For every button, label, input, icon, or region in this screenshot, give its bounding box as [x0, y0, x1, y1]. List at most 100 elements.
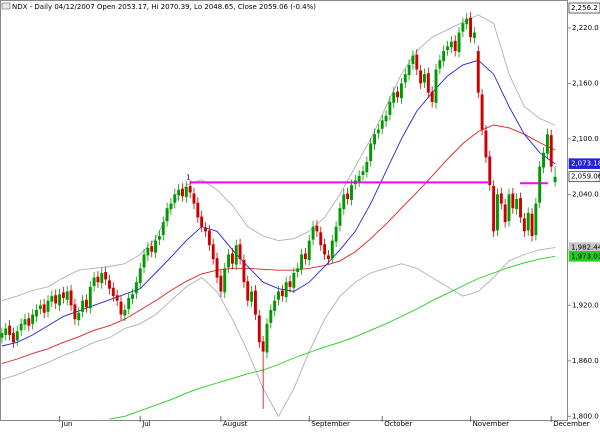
candle-body [277, 291, 280, 300]
candle-body [46, 300, 50, 312]
candle-body [61, 292, 65, 298]
candle-body [376, 129, 380, 134]
candle-body [92, 277, 96, 286]
candle-body [253, 290, 257, 315]
candle-body [269, 309, 273, 323]
candle-body [81, 300, 85, 312]
candle-body [288, 281, 292, 287]
x-tick-label: Jul [141, 420, 151, 428]
candle-body [138, 268, 142, 284]
candle-body [415, 54, 419, 70]
chart-title: NDX - Daily 04/12/2007 Open 2053.17, Hi … [12, 3, 316, 11]
x-tick-label: August [223, 420, 248, 428]
candle-body [273, 300, 277, 311]
candle-body [150, 246, 154, 252]
candle-body [131, 294, 134, 299]
candle-body [453, 40, 457, 52]
candle-body [426, 73, 430, 93]
candle-body [542, 152, 546, 168]
candle-body [430, 91, 434, 102]
candle-body [54, 295, 58, 304]
candle-body [300, 254, 304, 270]
candle-body [42, 304, 46, 313]
candle-body [181, 188, 184, 197]
candle-body [369, 143, 373, 162]
candle-body [407, 64, 411, 76]
candle-body [242, 260, 246, 283]
x-tick-label: Jun [61, 420, 73, 428]
candle-body [173, 194, 177, 203]
price-label: 1,973.03 [571, 252, 600, 260]
candle-body [177, 189, 181, 196]
candle-body [58, 294, 62, 306]
candle-body [449, 41, 453, 48]
candle-body [476, 51, 480, 93]
candle-body [472, 32, 476, 39]
price-label-box [568, 171, 600, 183]
candle-body [384, 115, 388, 122]
candle-body [104, 272, 108, 280]
candle-body [380, 120, 384, 129]
candle-body [361, 171, 365, 175]
marker-label: 1 [186, 173, 190, 181]
candle-body [207, 230, 211, 246]
candle-body [100, 272, 104, 284]
candle-body [27, 318, 31, 326]
candle-body [119, 301, 123, 315]
candle-body [338, 208, 342, 226]
candle-body [346, 193, 350, 199]
y-tick-label: 2,040.0 [572, 190, 599, 198]
candle-body [19, 323, 23, 331]
candle-body [284, 282, 288, 298]
candle-body [35, 309, 38, 317]
candle-body [342, 194, 346, 210]
x-tick-label: November [473, 420, 510, 428]
candle-body [538, 166, 542, 203]
candle-body [250, 291, 254, 302]
candle-body [334, 226, 338, 242]
candle-body [127, 297, 131, 310]
candle-body [365, 161, 369, 173]
candle-body [161, 222, 165, 236]
candle-body [88, 286, 92, 309]
candle-body [192, 193, 196, 204]
candle-body [219, 275, 223, 292]
price-label: 2,059.06 [571, 173, 600, 181]
candle-body [50, 296, 54, 302]
candle-body [15, 331, 19, 341]
candle-body [257, 315, 261, 343]
price-label: 1,982.44 [571, 244, 600, 252]
candle-body [519, 198, 522, 218]
candle-body [280, 290, 284, 297]
candle-body [330, 240, 334, 259]
candle-body [511, 193, 515, 209]
candle-body [108, 280, 111, 289]
candle-body [265, 323, 269, 353]
candle-body [8, 325, 12, 335]
candle-body [307, 240, 311, 261]
candle-body [373, 134, 376, 145]
price-label-box [568, 250, 600, 262]
candle-body [469, 17, 473, 38]
candle-body [196, 202, 200, 218]
candle-body [353, 180, 357, 185]
candle-body [11, 333, 15, 343]
candle-body [188, 186, 192, 193]
candle-body [184, 186, 188, 198]
candle-body [204, 227, 207, 232]
candle-body [157, 235, 161, 240]
x-tick-label: October [384, 420, 412, 428]
candle-body [73, 304, 77, 320]
candle-body [77, 312, 81, 321]
candle-body [495, 194, 499, 231]
title-icon [1, 2, 11, 10]
candle-body [169, 203, 173, 210]
candle-body [388, 101, 392, 115]
candle-body [357, 175, 361, 182]
overlay-line [1, 124, 556, 365]
candle-body [492, 186, 496, 232]
y-tick-label: 2,220.0 [572, 24, 599, 32]
candle-body [296, 268, 300, 273]
